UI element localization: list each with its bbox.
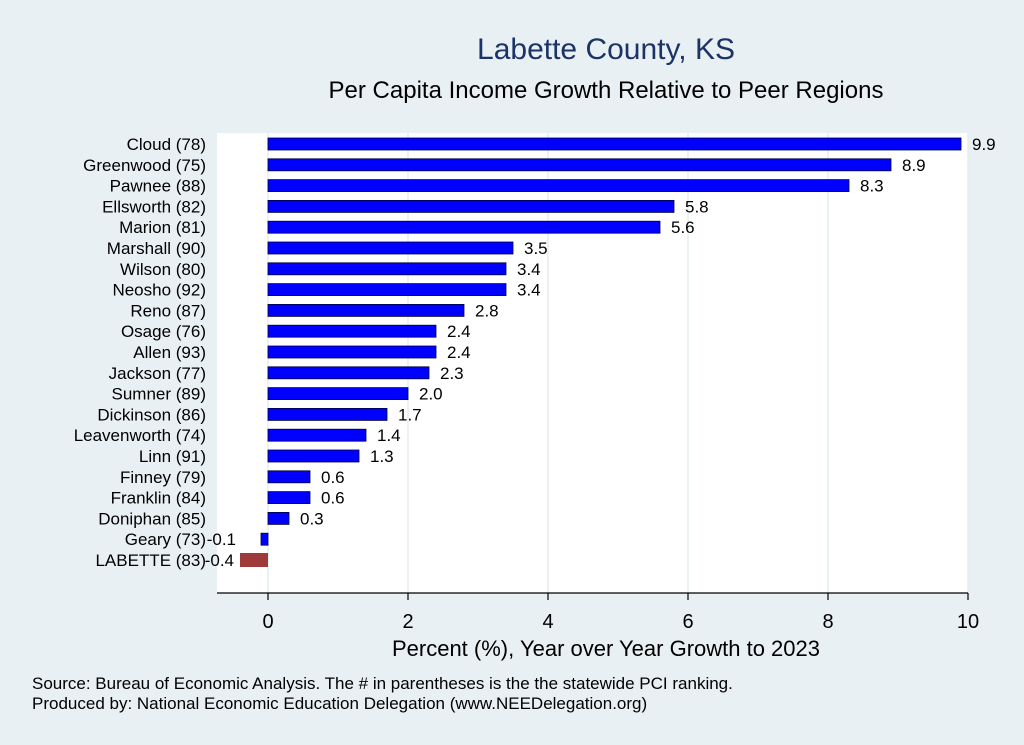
bar-8 [267, 303, 465, 317]
value-label-15: 1.3 [370, 447, 394, 466]
bars [240, 137, 962, 567]
bar-1 [267, 158, 892, 172]
category-label-15: Linn (91) [139, 447, 206, 466]
x-tick-label-2: 4 [542, 611, 553, 633]
x-tick-label-3: 6 [682, 611, 693, 633]
bar-10 [267, 345, 437, 359]
category-label-14: Leavenworth (74) [74, 426, 206, 445]
category-label-1: Greenwood (75) [83, 156, 206, 175]
bar-16 [267, 470, 311, 484]
category-label-20: LABETTE (83) [95, 551, 206, 570]
category-label-17: Franklin (84) [111, 489, 206, 508]
value-label-20: -0.4 [205, 551, 234, 570]
value-label-1: 8.9 [902, 156, 926, 175]
value-label-16: 0.6 [321, 468, 345, 487]
bar-12 [267, 387, 409, 401]
bar-7 [267, 283, 507, 297]
category-label-19: Geary (73) [125, 530, 206, 549]
x-tick-label-0: 0 [262, 611, 273, 633]
value-label-6: 3.4 [517, 260, 541, 279]
value-label-11: 2.3 [440, 364, 464, 383]
bar-0 [267, 137, 962, 151]
bar-20 [240, 553, 268, 567]
producer-note: Produced by: National Economic Education… [32, 694, 647, 713]
category-label-0: Cloud (78) [127, 135, 206, 154]
category-label-10: Allen (93) [133, 343, 206, 362]
category-label-6: Wilson (80) [120, 260, 206, 279]
x-axis: 0 2 4 6 8 10 [217, 592, 979, 633]
value-label-0: 9.9 [972, 135, 996, 154]
value-label-7: 3.4 [517, 281, 541, 300]
bar-13 [267, 407, 388, 421]
x-axis-title: Percent (%), Year over Year Growth to 20… [392, 636, 820, 661]
category-label-3: Ellsworth (82) [102, 197, 206, 216]
bar-14 [267, 428, 367, 442]
bar-3 [267, 199, 675, 213]
value-label-10: 2.4 [447, 343, 471, 362]
bar-15 [267, 449, 360, 463]
value-label-12: 2.0 [419, 385, 443, 404]
category-label-2: Pawnee (88) [110, 177, 206, 196]
chart-subtitle: Per Capita Income Growth Relative to Pee… [329, 77, 884, 104]
value-label-9: 2.4 [447, 322, 471, 341]
value-labels: 9.98.98.35.85.63.53.43.42.82.42.42.32.01… [205, 135, 996, 570]
x-tick-label-5: 10 [957, 611, 979, 633]
x-tick-label-1: 2 [402, 611, 413, 633]
value-label-14: 1.4 [377, 426, 401, 445]
bar-6 [267, 262, 507, 276]
category-label-13: Dickinson (86) [97, 405, 206, 424]
category-label-5: Marshall (90) [107, 239, 206, 258]
category-label-8: Reno (87) [130, 301, 206, 320]
value-label-19: -0.1 [207, 530, 236, 549]
value-label-13: 1.7 [398, 405, 422, 424]
bar-18 [267, 512, 290, 525]
bar-19 [260, 532, 269, 546]
value-label-18: 0.3 [300, 509, 324, 528]
x-tick-label-4: 8 [822, 611, 833, 633]
category-label-18: Doniphan (85) [98, 509, 206, 528]
value-label-2: 8.3 [860, 177, 884, 196]
value-label-17: 0.6 [321, 489, 345, 508]
category-label-12: Sumner (89) [112, 385, 206, 404]
value-label-4: 5.6 [671, 218, 695, 237]
value-label-8: 2.8 [475, 301, 499, 320]
category-label-9: Osage (76) [121, 322, 206, 341]
category-label-11: Jackson (77) [109, 364, 206, 383]
bar-5 [267, 241, 514, 255]
value-label-3: 5.8 [685, 197, 709, 216]
value-label-5: 3.5 [524, 239, 548, 258]
category-label-4: Marion (81) [119, 218, 206, 237]
source-note: Source: Bureau of Economic Analysis. The… [32, 674, 733, 693]
bar-4 [267, 220, 661, 234]
category-labels: Cloud (78) Greenwood (75) Pawnee (88)Ellsw… [74, 135, 206, 570]
bar-11 [267, 366, 430, 380]
bar-9 [267, 324, 437, 338]
category-label-16: Finney (79) [120, 468, 206, 487]
category-label-7: Neosho (92) [112, 281, 206, 300]
bar-2 [267, 179, 850, 193]
bar-17 [267, 491, 311, 505]
chart-title: Labette County, KS [477, 33, 735, 66]
